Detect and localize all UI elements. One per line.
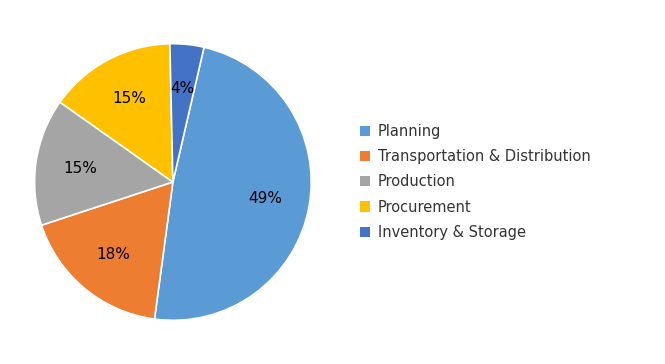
Wedge shape [35, 102, 173, 225]
Text: 49%: 49% [249, 191, 283, 206]
Text: 15%: 15% [112, 91, 146, 106]
Wedge shape [154, 47, 311, 320]
Wedge shape [60, 44, 173, 182]
Text: 18%: 18% [96, 247, 130, 262]
Text: 15%: 15% [63, 161, 97, 175]
Legend: Planning, Transportation & Distribution, Production, Procurement, Inventory & St: Planning, Transportation & Distribution,… [360, 124, 591, 240]
Wedge shape [41, 182, 173, 319]
Wedge shape [170, 44, 204, 182]
Text: 4%: 4% [170, 81, 195, 96]
